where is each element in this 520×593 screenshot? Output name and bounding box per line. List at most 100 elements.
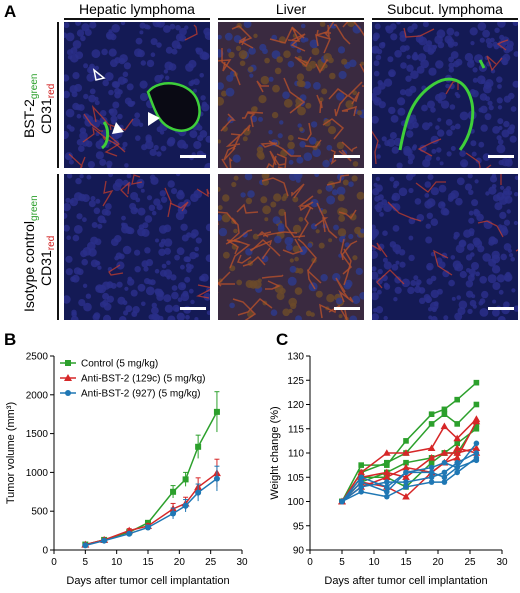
legend-entry: Control (5 mg/kg) xyxy=(60,359,158,370)
scale-bar xyxy=(488,307,514,310)
x-tick-label: 30 xyxy=(496,557,508,568)
y-tick-label: 0 xyxy=(42,546,48,557)
data-point xyxy=(195,443,202,450)
y-tick-label: 1000 xyxy=(26,468,49,479)
y-tick-label: 125 xyxy=(287,376,304,387)
legend-entry: Anti-BST-2 (129c) (5 mg/kg) xyxy=(60,374,205,385)
column-header-liver: Liver xyxy=(275,1,307,17)
data-point xyxy=(213,475,220,482)
data-point xyxy=(403,484,409,490)
data-point xyxy=(473,379,480,386)
x-tick-label: 20 xyxy=(174,557,186,568)
data-point xyxy=(358,479,364,485)
data-point xyxy=(453,454,461,461)
series-0 xyxy=(339,379,480,505)
y-tick-label: 500 xyxy=(31,507,48,518)
data-point xyxy=(402,492,410,500)
data-point xyxy=(403,459,409,466)
micrograph-image xyxy=(218,22,364,168)
weight-change-plot: 0 5 10 15 20 25 30 90 95 100 105 110 115 120 125 130 Day… xyxy=(269,352,508,588)
data-point xyxy=(383,473,391,481)
y-tick-label: 115 xyxy=(288,424,304,435)
data-point xyxy=(441,474,448,481)
micrograph-image xyxy=(64,174,210,320)
data-point xyxy=(383,449,391,456)
y-tick-label: 95 xyxy=(293,521,305,532)
data-point xyxy=(213,408,220,415)
row-bar xyxy=(57,22,59,168)
data-point xyxy=(65,390,71,396)
y-tick-label: 105 xyxy=(287,473,304,484)
x-axis-label: Days after tumor cell implantation xyxy=(66,575,229,587)
y-tick-label: 100 xyxy=(287,497,304,508)
arrowhead-icon xyxy=(148,112,160,126)
data-point xyxy=(441,406,448,413)
data-point xyxy=(170,510,177,517)
y-tick-label: 1500 xyxy=(26,429,49,440)
scale-bar xyxy=(334,155,360,158)
y-tick-label: 130 xyxy=(287,352,304,363)
chart-weight-change: 0 5 10 15 20 25 30 90 95 100 105 110 115 120 125 130 Day… xyxy=(268,340,520,588)
row-bar xyxy=(57,174,59,320)
data-point xyxy=(440,449,449,456)
data-point xyxy=(441,469,448,476)
arrowhead-icon xyxy=(112,122,124,134)
row2-label-cd31: CD31red xyxy=(38,235,57,286)
data-point xyxy=(384,484,390,490)
data-point xyxy=(441,411,448,417)
data-point xyxy=(454,464,460,471)
y-tick-label: 2000 xyxy=(26,390,49,401)
micrograph-image xyxy=(218,174,364,320)
x-tick-label: 20 xyxy=(432,557,444,568)
micrograph-liver-bst2 xyxy=(218,22,364,168)
legend-label: Control (5 mg/kg) xyxy=(81,359,158,370)
data-point xyxy=(428,411,435,417)
data-point xyxy=(473,457,480,464)
data-point xyxy=(339,498,345,505)
data-point xyxy=(428,474,435,481)
x-tick-label: 25 xyxy=(464,557,476,568)
column-underline xyxy=(372,18,518,20)
data-point xyxy=(383,468,391,476)
data-point xyxy=(473,425,480,432)
data-point xyxy=(358,474,364,481)
series-line xyxy=(341,418,477,502)
data-point xyxy=(473,401,480,408)
data-point xyxy=(145,524,151,531)
x-tick-label: 5 xyxy=(83,557,89,568)
x-tick-label: 0 xyxy=(51,557,57,568)
data-point xyxy=(402,449,410,456)
data-point xyxy=(403,438,409,444)
series-9 xyxy=(339,450,480,505)
column-header-subcut: Subcut. lymphoma xyxy=(387,1,503,17)
data-point xyxy=(428,464,435,471)
data-point xyxy=(384,493,390,500)
legend-label: Anti-BST-2 (129c) (5 mg/kg) xyxy=(81,374,205,385)
data-point xyxy=(454,421,460,427)
data-point xyxy=(441,459,448,466)
y-axis-label: Tumor volume (mm³) xyxy=(5,402,17,504)
data-point xyxy=(358,462,364,468)
data-point xyxy=(182,502,189,509)
x-axis-label: Days after tumor cell implantation xyxy=(324,575,487,587)
data-point xyxy=(454,440,460,447)
data-point xyxy=(454,469,460,476)
x-tick-label: 30 xyxy=(236,557,248,568)
x-tick-label: 15 xyxy=(142,557,154,568)
series-2 xyxy=(82,465,220,549)
x-tick-label: 10 xyxy=(368,557,380,568)
data-point xyxy=(473,440,480,447)
data-point xyxy=(357,468,365,476)
y-tick-label: 2500 xyxy=(26,352,49,363)
data-point xyxy=(454,459,460,466)
data-point xyxy=(384,479,390,485)
data-point xyxy=(472,417,481,425)
data-point xyxy=(82,542,89,549)
series-line xyxy=(85,478,218,547)
column-underline xyxy=(218,18,364,20)
scale-bar xyxy=(180,307,206,310)
data-point xyxy=(384,489,390,495)
data-point xyxy=(182,476,189,483)
micrograph-image xyxy=(372,22,518,168)
micrograph-hepatic-isotype xyxy=(64,174,210,320)
